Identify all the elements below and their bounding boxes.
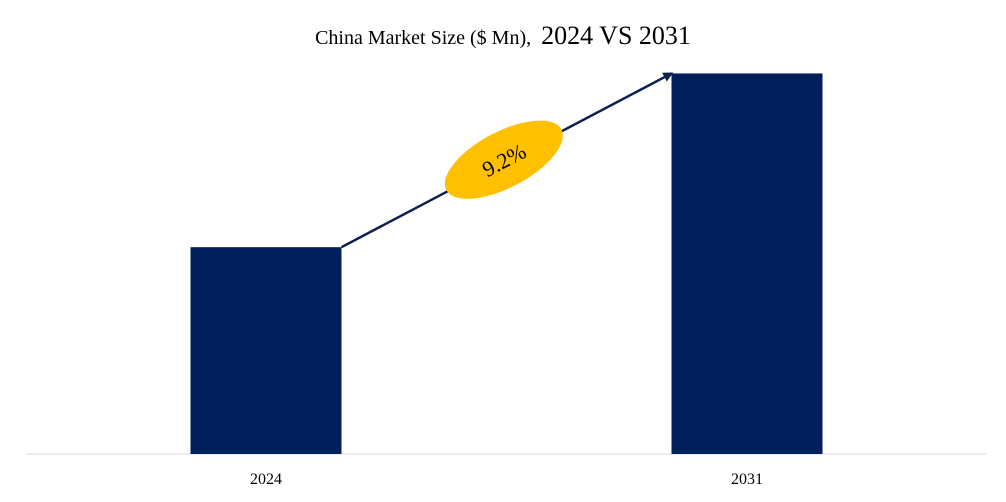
- chart-title-main: China Market Size ($ Mn),: [315, 27, 531, 49]
- chart-title: China Market Size ($ Mn), 2024 VS 2031: [315, 21, 691, 50]
- bar-2024: [190, 247, 342, 454]
- cagr-ellipse: [444, 120, 563, 199]
- x-tick-label-2024: 2024: [250, 471, 282, 488]
- cagr-badge: 9.2%: [444, 120, 563, 199]
- bar-2031: [671, 73, 823, 454]
- x-tick-label-2031: 2031: [731, 471, 763, 488]
- chart-title-years: 2024 VS 2031: [541, 21, 691, 50]
